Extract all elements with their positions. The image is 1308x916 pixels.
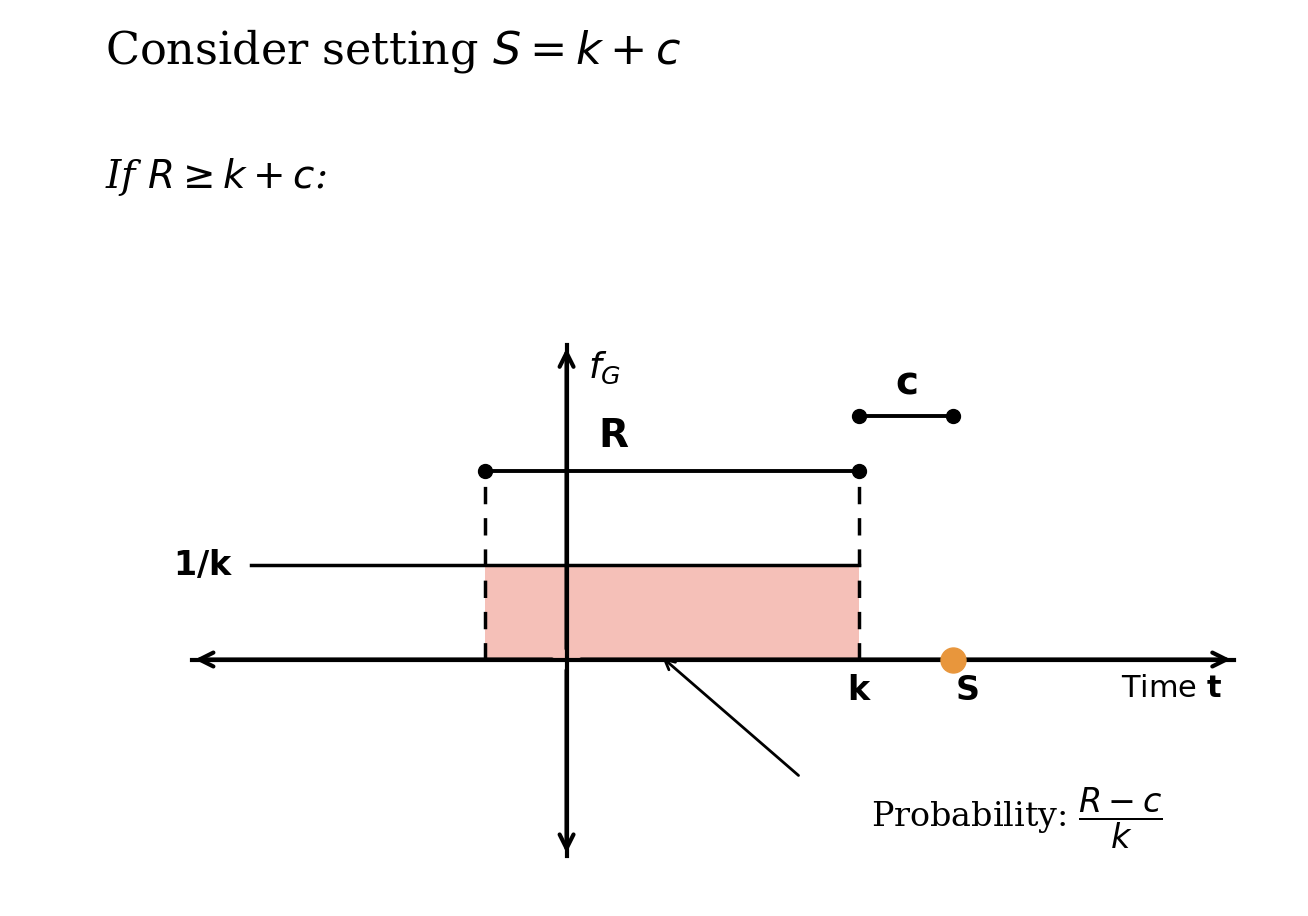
Text: $\mathbf{R}$: $\mathbf{R}$ (598, 418, 629, 455)
Text: $\mathbf{c}$: $\mathbf{c}$ (895, 364, 917, 402)
Text: $f_G$: $f_G$ (587, 349, 621, 386)
Bar (485, 565, 859, 660)
Text: Consider setting $S = k + c$: Consider setting $S = k + c$ (105, 27, 681, 75)
Text: If $R \geq k + c$:: If $R \geq k + c$: (105, 156, 326, 198)
Text: $\mathbf{1/k}$: $\mathbf{1/k}$ (173, 549, 233, 582)
Text: Probability: $\dfrac{R-c}{k}$: Probability: $\dfrac{R-c}{k}$ (871, 785, 1163, 851)
Text: $\mathbf{S}$: $\mathbf{S}$ (955, 673, 978, 706)
Text: $\mathbf{k}$: $\mathbf{k}$ (846, 673, 871, 706)
Text: Time $\mathbf{t}$: Time $\mathbf{t}$ (1121, 673, 1222, 703)
